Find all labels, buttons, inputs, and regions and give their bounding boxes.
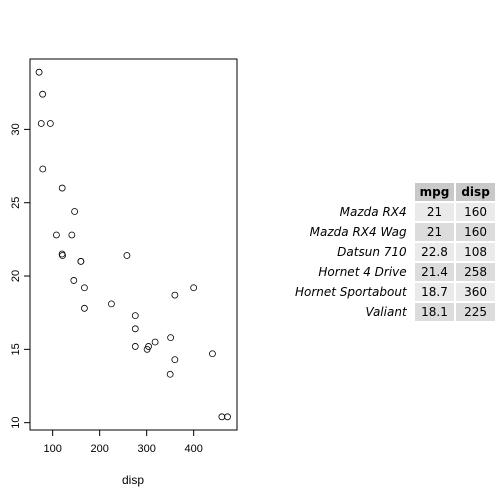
data-points bbox=[35, 68, 231, 421]
data-point bbox=[143, 345, 151, 353]
table-cell-mpg: 21 bbox=[414, 203, 455, 221]
row-label: Hornet 4 Drive bbox=[318, 265, 407, 279]
data-point bbox=[46, 120, 54, 127]
table-cell-disp: 108 bbox=[456, 243, 495, 261]
data-point bbox=[209, 350, 216, 358]
table-row: Mazda RX4 Wag 21 160 bbox=[290, 223, 495, 241]
table-cell-disp: 258 bbox=[456, 263, 495, 281]
data-point bbox=[77, 257, 85, 265]
data-point bbox=[131, 325, 139, 333]
table-cell-disp: 225 bbox=[456, 303, 495, 321]
data-point bbox=[171, 291, 179, 299]
table-row: Mazda RX4 21 160 bbox=[290, 203, 495, 221]
data-table: mpg disp Mazda RX4 21 160 Mazda RX4 Wag 21 16… bbox=[288, 181, 497, 323]
y-tick-label: 15 bbox=[10, 343, 22, 355]
table-header-row: mpg disp bbox=[290, 183, 495, 201]
table-row: Datsun 710 22.8 108 bbox=[290, 243, 495, 261]
y-tick-label: 10 bbox=[10, 417, 22, 429]
table-row: Valiant 18.1 225 bbox=[290, 303, 495, 321]
row-label: Valiant bbox=[365, 305, 407, 319]
x-tick-label: 400 bbox=[184, 443, 202, 455]
table-cell-mpg: 18.7 bbox=[414, 283, 455, 301]
column-header-disp: disp bbox=[456, 183, 495, 201]
table-cell-mpg: 21 bbox=[414, 223, 455, 241]
data-point bbox=[131, 343, 139, 350]
y-tick-label: 20 bbox=[10, 270, 22, 282]
table-row: Hornet Sportabout 18.7 360 bbox=[290, 283, 495, 301]
data-point bbox=[53, 231, 60, 239]
data-point bbox=[39, 90, 47, 98]
y-tick-label: 25 bbox=[10, 197, 22, 209]
data-point bbox=[70, 277, 78, 284]
data-point bbox=[39, 165, 47, 173]
table-corner bbox=[290, 183, 413, 201]
row-label: Datsun 710 bbox=[337, 245, 407, 259]
data-point bbox=[218, 413, 226, 421]
table-cell-disp: 160 bbox=[456, 223, 495, 241]
table-row: Hornet 4 Drive 21.4 258 bbox=[290, 263, 495, 281]
data-point bbox=[123, 252, 131, 259]
y-axis: 10 15 20 25 30 bbox=[10, 123, 31, 429]
table-cell-mpg: 18.1 bbox=[414, 303, 455, 321]
data-point bbox=[37, 120, 45, 127]
data-point bbox=[81, 284, 88, 292]
row-label: Mazda RX4 Wag bbox=[309, 225, 407, 239]
x-axis-title: disp bbox=[122, 473, 144, 487]
column-header-mpg: mpg bbox=[414, 183, 455, 201]
y-tick-label: 30 bbox=[10, 123, 22, 135]
data-point bbox=[171, 356, 179, 364]
data-point bbox=[68, 231, 76, 239]
data-point bbox=[71, 208, 79, 215]
data-point bbox=[35, 68, 43, 76]
data-point bbox=[167, 334, 175, 342]
data-point bbox=[108, 300, 115, 308]
table-cell-disp: 160 bbox=[456, 203, 495, 221]
x-tick-label: 100 bbox=[43, 443, 61, 455]
data-point bbox=[131, 312, 139, 320]
data-point bbox=[224, 413, 231, 421]
x-tick-label: 300 bbox=[137, 443, 155, 455]
data-point bbox=[166, 370, 174, 378]
data-point bbox=[59, 252, 66, 259]
data-point bbox=[151, 338, 159, 346]
table-cell-mpg: 21.4 bbox=[414, 263, 455, 281]
data-point bbox=[58, 184, 66, 192]
table-cell-mpg: 22.8 bbox=[414, 243, 455, 261]
row-label: Hornet Sportabout bbox=[295, 285, 407, 299]
data-point bbox=[81, 304, 88, 312]
plot-frame bbox=[29, 58, 238, 431]
row-label: Mazda RX4 bbox=[339, 205, 407, 219]
x-tick-label: 200 bbox=[90, 443, 108, 455]
x-axis: 100 200 300 400 bbox=[43, 429, 203, 455]
table-cell-disp: 360 bbox=[456, 283, 495, 301]
data-point bbox=[190, 284, 198, 292]
